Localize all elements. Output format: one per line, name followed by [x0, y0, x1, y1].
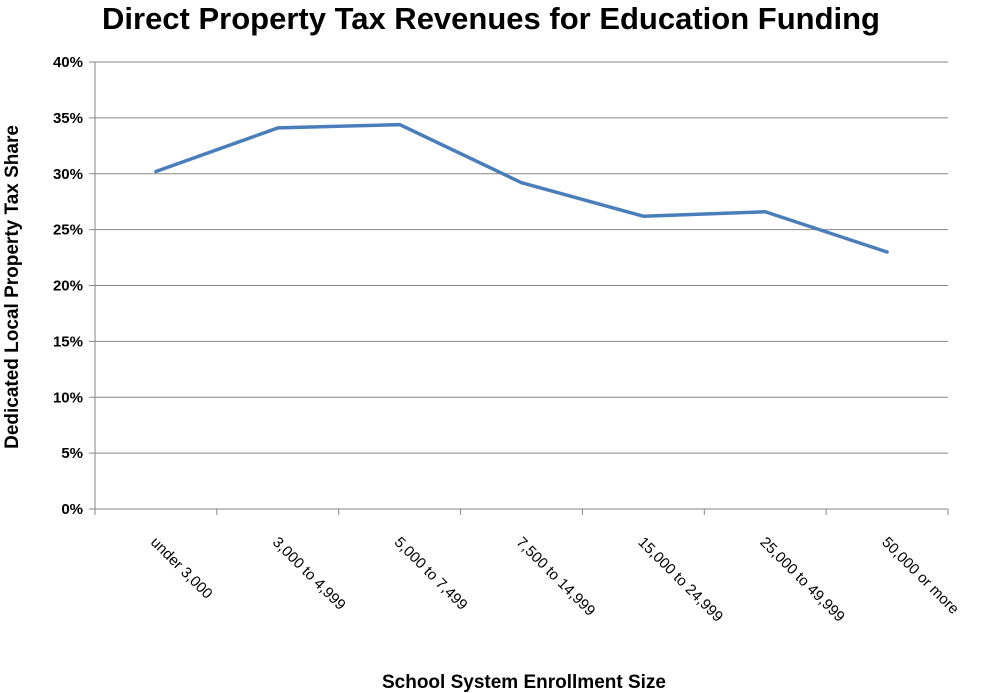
data-point — [154, 170, 158, 174]
y-tick-label: 20% — [53, 278, 83, 295]
chart-title: Direct Property Tax Revenues for Educati… — [102, 1, 880, 36]
y-tick-label: 40% — [53, 54, 83, 71]
series-line — [154, 122, 889, 254]
y-tick-label: 0% — [61, 501, 83, 518]
data-point — [763, 210, 767, 214]
data-point — [398, 123, 402, 127]
axes — [89, 61, 949, 515]
x-tick-label: 3,000 to 4,999 — [269, 534, 349, 614]
grid-lines — [95, 61, 948, 454]
data-point — [641, 214, 645, 218]
x-tick-label: 50,000 or more — [878, 534, 962, 618]
x-axis-title: School System Enrollment Size — [382, 672, 666, 693]
y-tick-label: 30% — [53, 166, 83, 183]
y-tick-labels: 0% 5% 10% 15% 20% 25% 30% 35% 40% — [53, 54, 83, 518]
data-point — [885, 250, 889, 254]
x-tick-label: 25,000 to 49,999 — [756, 534, 848, 626]
x-tick-label: 15,000 to 24,999 — [635, 534, 727, 626]
y-tick-label: 10% — [53, 389, 83, 406]
y-tick-label: 35% — [53, 110, 83, 127]
data-point — [276, 126, 280, 130]
x-tick-label: 7,500 to 14,999 — [513, 534, 599, 620]
y-axis-title: Dedicated Local Property Tax Share — [2, 125, 23, 449]
x-tick-labels: under 3,000 3,000 to 4,999 5,000 to 7,499 7… — [147, 534, 962, 626]
x-tick-label: under 3,000 — [147, 534, 216, 603]
data-point — [520, 181, 523, 185]
x-tick-label: 5,000 to 7,499 — [391, 534, 471, 614]
series — [154, 122, 889, 254]
y-tick-label: 5% — [61, 445, 83, 462]
y-tick-label: 15% — [53, 333, 83, 350]
y-tick-label: 25% — [53, 222, 83, 239]
